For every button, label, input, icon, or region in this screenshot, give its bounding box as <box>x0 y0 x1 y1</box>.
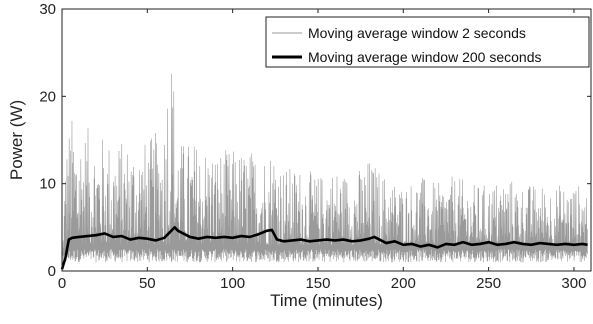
x-tick-label: 0 <box>58 275 66 292</box>
legend-box <box>265 16 590 68</box>
x-tick-label: 250 <box>476 275 501 292</box>
x-axis-label: Time (minutes) <box>270 291 383 310</box>
x-tick-label: 300 <box>561 275 586 292</box>
series-line-200s <box>60 226 588 270</box>
x-tick-label: 150 <box>305 275 330 292</box>
legend-entry-200s: Moving average window 200 seconds <box>308 49 541 65</box>
legend-entry-2s: Moving average window 2 seconds <box>308 25 526 41</box>
y-tick-label: 30 <box>39 1 56 18</box>
legend: Moving average window 2 seconds Moving a… <box>265 16 590 68</box>
y-tick-label: 10 <box>39 176 56 193</box>
x-tick-label: 50 <box>139 275 156 292</box>
y-tick-label: 0 <box>48 263 56 280</box>
x-tick-label: 100 <box>220 275 245 292</box>
plot-area <box>60 73 588 272</box>
y-tick-label: 20 <box>39 88 56 105</box>
y-axis-label: Power (W) <box>7 100 26 180</box>
axes: 0 50 100 150 200 250 300 0 10 20 30 <box>39 1 592 292</box>
x-tick-label: 200 <box>391 275 416 292</box>
axes-box <box>61 8 592 272</box>
